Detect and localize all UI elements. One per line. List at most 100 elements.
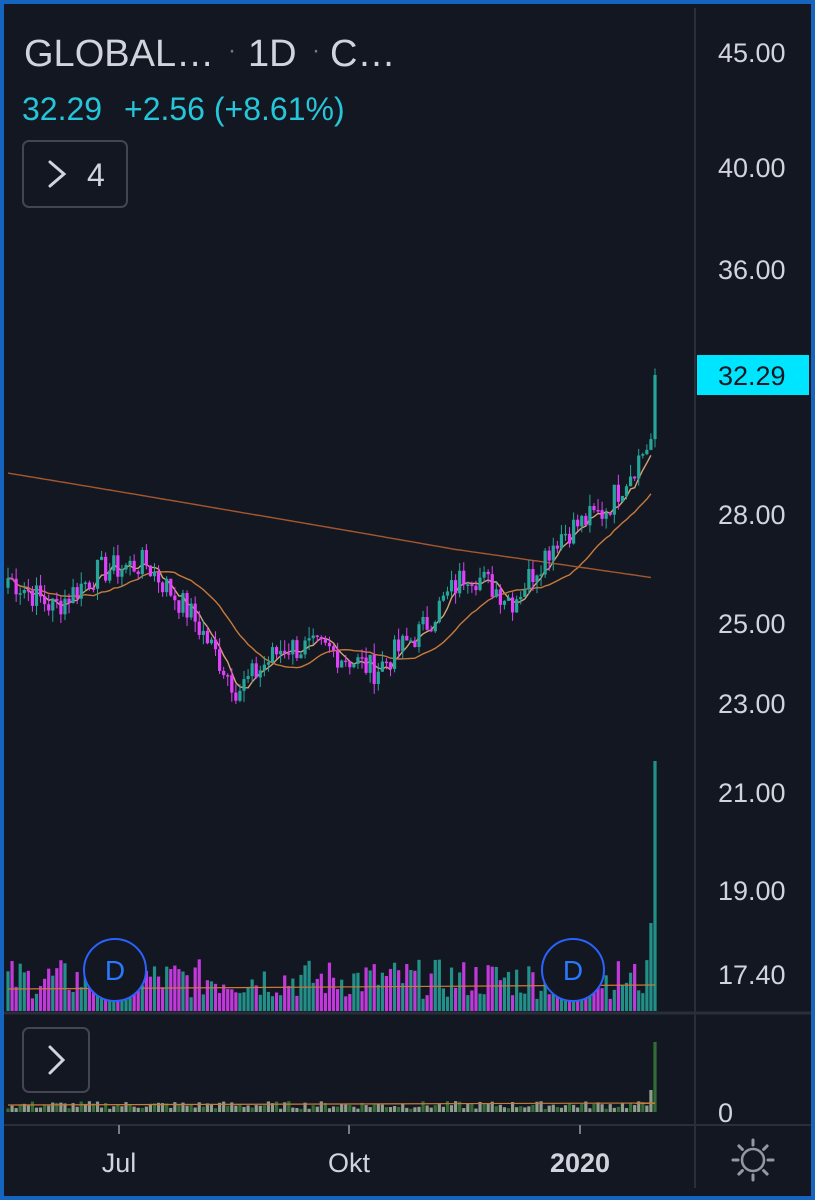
oscillator-bar bbox=[217, 1102, 222, 1112]
candle bbox=[47, 604, 51, 611]
candle bbox=[43, 596, 47, 605]
candle bbox=[71, 587, 75, 604]
oscillator-bar bbox=[287, 1101, 291, 1112]
candle bbox=[108, 570, 112, 581]
gear-icon[interactable] bbox=[731, 1138, 775, 1182]
oscillator-bar bbox=[612, 1107, 616, 1112]
volume-bar bbox=[136, 990, 140, 1011]
candle bbox=[124, 565, 128, 570]
oscillator-bar bbox=[523, 1107, 527, 1112]
candle bbox=[372, 654, 376, 684]
candle bbox=[217, 649, 222, 671]
symbol-name[interactable]: GLOBAL… bbox=[24, 33, 214, 75]
candle bbox=[238, 690, 242, 701]
volume-bar bbox=[43, 978, 47, 1011]
oscillator-bar bbox=[429, 1107, 433, 1112]
exchange-label: C… bbox=[330, 33, 395, 75]
oscillator-bar bbox=[112, 1106, 116, 1112]
oscillator-bar bbox=[124, 1102, 128, 1112]
oscillator-bar bbox=[234, 1105, 238, 1112]
volume-bar bbox=[498, 980, 502, 1011]
volume-bar bbox=[348, 994, 352, 1011]
oscillator-bar bbox=[79, 1101, 83, 1112]
volume-bar bbox=[18, 963, 22, 1011]
oscillator-bar bbox=[624, 1108, 629, 1112]
candle bbox=[510, 597, 515, 613]
oscillator-bar bbox=[116, 1104, 120, 1112]
oscillator-bar bbox=[600, 1104, 604, 1112]
candle bbox=[531, 569, 535, 583]
volume-bar bbox=[201, 994, 205, 1011]
oscillator-bar bbox=[498, 1104, 502, 1112]
candle bbox=[490, 574, 494, 597]
candle bbox=[409, 640, 413, 642]
candle bbox=[523, 589, 527, 597]
candle bbox=[230, 675, 234, 693]
oscillator-bar bbox=[197, 1102, 201, 1112]
volume-bar bbox=[506, 971, 511, 1011]
candle bbox=[6, 578, 10, 588]
volume-bar bbox=[213, 983, 218, 1011]
volume-bar bbox=[649, 923, 653, 1011]
candle bbox=[352, 663, 356, 668]
volume-bar bbox=[87, 985, 91, 1011]
volume-bar bbox=[303, 965, 307, 1011]
oscillator-bar bbox=[209, 1104, 214, 1112]
dividend-marker[interactable]: D bbox=[83, 938, 147, 1002]
candle bbox=[18, 593, 22, 595]
time-axis[interactable]: Jul Okt 2020 bbox=[102, 1125, 610, 1178]
volume-bar bbox=[209, 981, 214, 1011]
candle bbox=[356, 657, 360, 664]
pane-expand-button[interactable] bbox=[22, 1027, 90, 1093]
oscillator-bar bbox=[230, 1102, 234, 1112]
candle bbox=[551, 545, 555, 561]
candle bbox=[262, 664, 266, 671]
oscillator-bar bbox=[307, 1108, 311, 1112]
candle bbox=[283, 650, 287, 654]
candle bbox=[535, 575, 539, 583]
oscillator-bar bbox=[616, 1106, 620, 1112]
oscillator-bar bbox=[539, 1101, 543, 1112]
volume-bar bbox=[246, 987, 250, 1011]
indicators-toggle-button[interactable]: 4 bbox=[22, 140, 128, 208]
volume-bar bbox=[494, 966, 498, 1011]
oscillator-bar bbox=[189, 1104, 193, 1112]
oscillator-bar bbox=[470, 1103, 474, 1112]
volume-bar bbox=[152, 966, 157, 1011]
volume-bar bbox=[372, 964, 376, 1011]
oscillator-bar bbox=[368, 1107, 372, 1112]
volume-bar bbox=[633, 964, 637, 1011]
time-axis-label: 2020 bbox=[550, 1148, 610, 1178]
candle bbox=[649, 439, 653, 450]
oscillator-bar bbox=[547, 1105, 551, 1112]
candle bbox=[474, 585, 478, 591]
last-price-value: 32.29 bbox=[22, 91, 102, 127]
interval-label[interactable]: 1D bbox=[248, 33, 297, 75]
volume-bar bbox=[79, 987, 83, 1011]
volume-bar bbox=[482, 994, 486, 1011]
oscillator-bar bbox=[55, 1102, 59, 1112]
volume-bar bbox=[189, 997, 193, 1011]
volume-bar bbox=[75, 972, 79, 1011]
oscillator-bar bbox=[75, 1106, 79, 1112]
candle bbox=[323, 639, 327, 643]
candle bbox=[449, 580, 454, 592]
volume-bar bbox=[510, 995, 515, 1011]
oscillator-bar bbox=[291, 1107, 295, 1112]
oscillator-bar bbox=[156, 1102, 161, 1112]
oscillator-bar bbox=[26, 1105, 30, 1112]
candle bbox=[112, 555, 116, 571]
volume-bar bbox=[67, 989, 71, 1011]
volume-bar bbox=[197, 959, 201, 1011]
candle bbox=[148, 565, 153, 577]
oscillator-bar bbox=[299, 1108, 303, 1112]
oscillator-bar bbox=[474, 1108, 478, 1112]
chevron-right-icon bbox=[48, 160, 67, 188]
candle bbox=[299, 654, 303, 659]
candle bbox=[637, 455, 641, 479]
volume-bar bbox=[624, 982, 629, 1011]
dividend-marker[interactable]: D bbox=[541, 938, 605, 1002]
price-axis[interactable]: 45.00 40.00 36.00 28.00 25.00 23.00 21.00 19.00… bbox=[718, 38, 786, 990]
volume-bar bbox=[205, 980, 209, 1011]
